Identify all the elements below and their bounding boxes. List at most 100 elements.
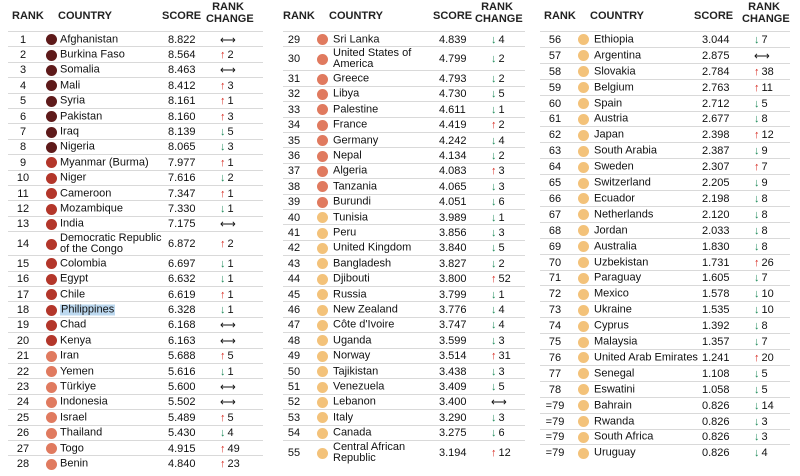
country-cell: Malaysia — [594, 335, 638, 348]
score-cell: 6.163 — [168, 334, 196, 347]
rank-change-cell: ↓ 1 — [491, 289, 505, 301]
arrow-down-icon: ↓ — [754, 399, 760, 412]
country-cell: Belgium — [594, 81, 634, 94]
rank-cell: 55 — [287, 447, 301, 459]
risk-dot-icon — [46, 111, 57, 123]
risk-dot-icon — [46, 172, 57, 184]
arrow-down-icon: ↓ — [491, 304, 497, 317]
score-cell: 5.688 — [168, 350, 196, 363]
arrow-down-icon: ↓ — [754, 33, 760, 46]
score-cell: 8.463 — [168, 64, 196, 77]
score-cell: 2.398 — [702, 129, 730, 142]
score-cell: 4.839 — [439, 33, 467, 46]
rank-change-value: 52 — [498, 273, 511, 286]
rank-cell: 2 — [19, 49, 27, 62]
table-row: 41 Peru 3.856 ↓ 3 — [283, 224, 525, 240]
arrow-down-icon: ↓ — [491, 196, 497, 209]
table-row: 46 New Zealand 3.776 ↓ 4 — [283, 301, 525, 317]
no-change-icon: ⟷ — [220, 335, 236, 348]
rank-change-cell: ↑ 3 — [220, 80, 234, 92]
country-cell: Venezuela — [333, 380, 385, 393]
rank-cell: 63 — [548, 145, 562, 158]
rank-change-value: 1 — [227, 203, 234, 216]
country-header: COUNTRY — [590, 10, 644, 22]
table-row: 13 India 7.175 ⟷ — [8, 215, 263, 232]
arrow-down-icon: ↓ — [754, 113, 760, 126]
rank-change-cell: ↓ 4 — [220, 427, 234, 439]
table-row: 4 Mali 8.412 ↑ 3 — [8, 77, 263, 93]
rank-cell: 77 — [548, 367, 562, 380]
risk-dot-icon — [46, 141, 57, 153]
risk-dot-icon — [317, 53, 328, 65]
rank-change-value: 8 — [761, 320, 768, 333]
arrow-down-icon: ↓ — [754, 240, 760, 253]
country-cell: Indonesia — [60, 395, 108, 408]
rank-cell: 29 — [287, 33, 301, 46]
table-row: 56 Ethiopia 3.044 ↓ 7 — [540, 31, 790, 48]
table-row: 22 Yemen 5.616 ↓ 1 — [8, 363, 263, 379]
table-row: 50 Tajikistan 3.438 ↓ 3 — [283, 363, 525, 379]
country-cell: Italy — [333, 411, 354, 424]
country-cell: Pakistan — [60, 110, 103, 123]
rank-change-value: 5 — [227, 126, 234, 139]
rank-cell: 13 — [16, 218, 30, 231]
rank-change-value: 5 — [761, 383, 768, 396]
table-row: 5 Syria 8.161 ↑ 1 — [8, 92, 263, 109]
table-row: 45 Russia 3.799 ↓ 1 — [283, 286, 525, 302]
rank-change-cell: ↑ 2 — [220, 49, 234, 61]
table-row: 10 Niger 7.616 ↓ 2 — [8, 169, 263, 186]
arrow-down-icon: ↓ — [754, 431, 760, 444]
rank-change-value: 3 — [227, 79, 234, 92]
rank-change-value: 3 — [498, 365, 505, 378]
score-cell: 1.357 — [702, 336, 730, 349]
score-cell: 5.430 — [168, 427, 196, 440]
arrow-up-icon: ↑ — [754, 351, 760, 364]
risk-dot-icon — [46, 80, 57, 92]
rank-cell: 37 — [287, 165, 301, 178]
rank-change-cell: ⟷ — [220, 319, 238, 332]
table-row: 52 Lebanon 3.400 ⟷ — [283, 393, 525, 410]
score-cell: 2.387 — [702, 145, 730, 158]
rank-change-cell: ↑ 26 — [754, 257, 774, 269]
rank-change-cell: ↓ 4 — [491, 304, 505, 316]
rank-change-cell: ↓ 5 — [491, 88, 505, 100]
score-cell: 7.616 — [168, 172, 196, 185]
rank-change-value: 31 — [498, 350, 511, 363]
country-cell: Chad — [60, 318, 87, 331]
rank-change-value: 5 — [498, 242, 505, 255]
risk-dot-icon — [317, 196, 328, 208]
rank-change-cell: ↓ 3 — [754, 431, 768, 443]
rank-change-cell: ↓ 5 — [754, 384, 768, 396]
risk-dot-icon — [578, 447, 589, 459]
rank-change-cell: ⟷ — [220, 64, 238, 77]
arrow-up-icon: ↑ — [754, 161, 760, 174]
arrow-down-icon: ↓ — [754, 447, 760, 460]
score-header: SCORE — [433, 10, 473, 22]
rank-change-value: 1 — [227, 95, 234, 108]
risk-dot-icon — [317, 119, 328, 131]
table-row: 2 Burkina Faso 8.564 ↑ 2 — [8, 46, 263, 62]
rank-change-value: 1 — [227, 288, 234, 301]
risk-dot-icon — [46, 412, 57, 424]
arrow-up-icon: ↑ — [220, 187, 226, 200]
country-cell: Ukraine — [594, 303, 632, 316]
table-row: 54 Canada 3.275 ↓ 6 — [283, 424, 525, 441]
risk-dot-icon — [317, 212, 328, 224]
table-row: 30 United States of America 4.799 ↓ 2 — [283, 46, 525, 71]
rank-change-cell: ↓ 8 — [754, 225, 768, 237]
table-row: 24 Indonesia 5.502 ⟷ — [8, 393, 263, 410]
arrow-down-icon: ↓ — [754, 288, 760, 301]
arrow-down-icon: ↓ — [491, 427, 497, 440]
risk-dot-icon — [578, 113, 589, 125]
score-cell: 0.826 — [702, 447, 730, 460]
arrow-down-icon: ↓ — [220, 126, 226, 139]
rank-change-value: 6 — [498, 427, 505, 440]
risk-dot-icon — [578, 336, 589, 348]
table-row: 18 Philippines 6.328 ↓ 1 — [8, 301, 263, 317]
arrow-up-icon: ↑ — [754, 65, 760, 78]
rank-cell: 68 — [548, 224, 562, 237]
risk-dot-icon — [46, 258, 57, 270]
arrow-down-icon: ↓ — [754, 383, 760, 396]
arrow-down-icon: ↓ — [491, 257, 497, 270]
table-row: 28 Benin 4.840 ↑ 23 — [8, 455, 263, 471]
